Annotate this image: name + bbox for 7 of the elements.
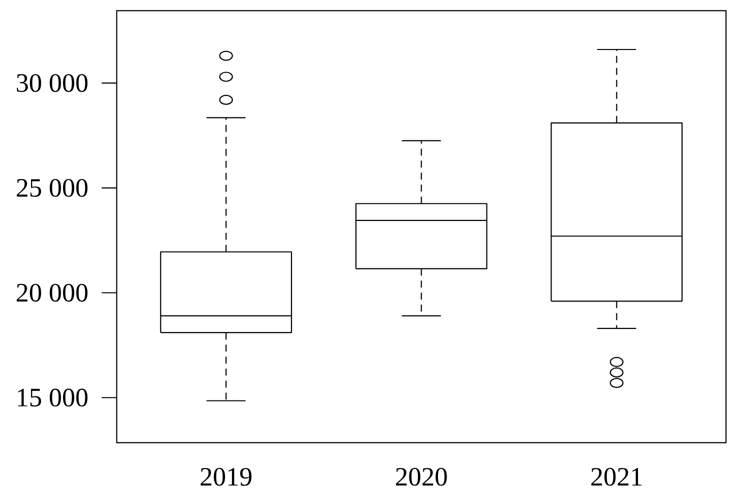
x-tick-label: 2021 <box>591 468 642 486</box>
y-tick-label: 25 000 <box>16 178 88 197</box>
x-tick-label: 2020 <box>396 468 447 486</box>
y-tick-label: 15 000 <box>18 388 88 407</box>
y-tick-label: 20 000 <box>16 284 88 302</box>
y-tick-label: 30 000 <box>16 74 88 92</box>
x-tick-label: 2019 <box>200 468 252 486</box>
